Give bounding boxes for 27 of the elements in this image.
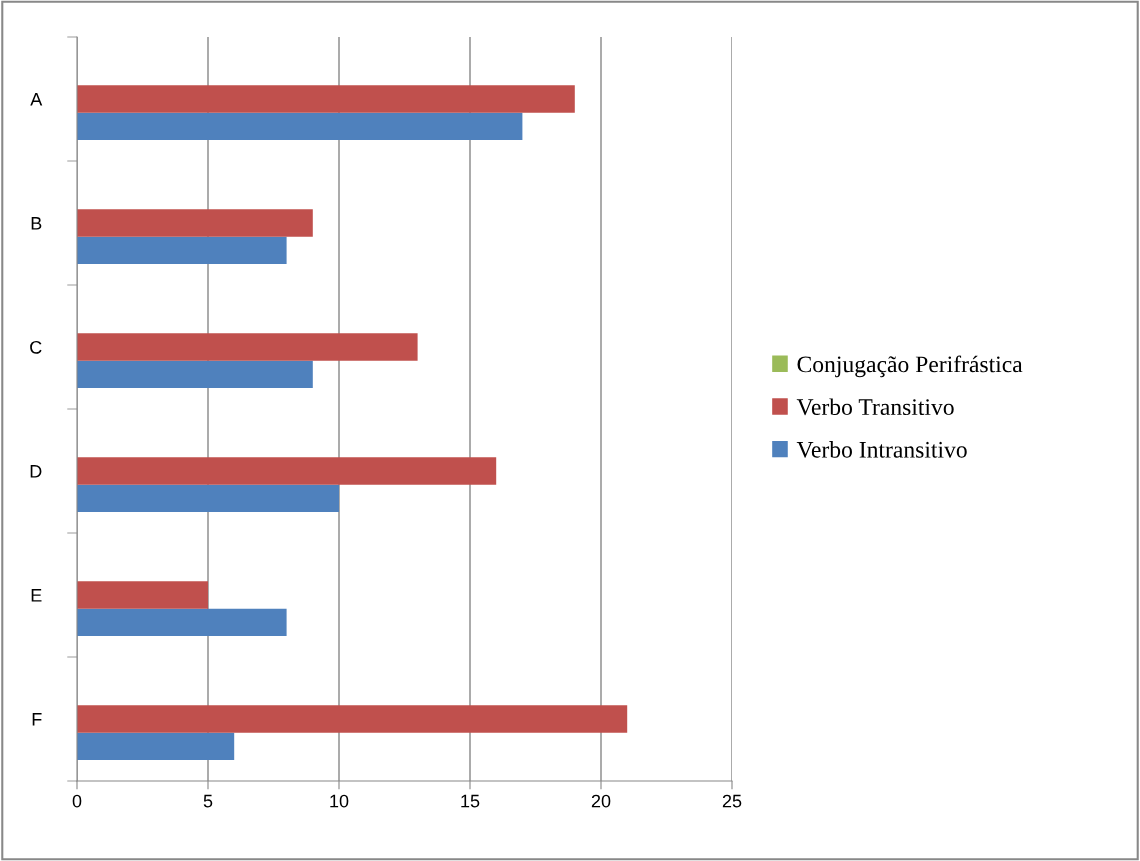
y-tick-label: E bbox=[31, 589, 42, 602]
y-tick-label: C bbox=[30, 340, 42, 354]
bar bbox=[77, 732, 235, 760]
y-tick-label: A bbox=[30, 93, 43, 106]
y-tick-label: F bbox=[32, 713, 42, 726]
bar bbox=[77, 85, 575, 113]
bar bbox=[77, 457, 497, 485]
bar bbox=[77, 360, 313, 388]
bar bbox=[77, 581, 208, 609]
x-tick-label: 10 bbox=[330, 794, 349, 808]
bar bbox=[77, 112, 523, 140]
bar bbox=[77, 333, 418, 361]
x-tick-label: 0 bbox=[72, 794, 82, 808]
bar bbox=[77, 209, 313, 237]
bar bbox=[77, 705, 628, 733]
x-tick-label: 15 bbox=[461, 794, 480, 808]
x-tick-label: 25 bbox=[722, 794, 742, 808]
bar bbox=[77, 236, 287, 264]
legend-label: Verbo Transitivo bbox=[796, 398, 954, 416]
x-tick-label: 20 bbox=[591, 794, 611, 808]
bar bbox=[77, 608, 287, 636]
x-tick-label: 5 bbox=[203, 794, 213, 808]
legend-label: Verbo Intransitivo bbox=[796, 441, 967, 458]
y-tick-label: B bbox=[31, 217, 42, 230]
legend-label: Conjugação Perifrástica bbox=[797, 355, 1023, 378]
bar bbox=[77, 484, 339, 512]
y-tick-label: D bbox=[30, 465, 42, 478]
